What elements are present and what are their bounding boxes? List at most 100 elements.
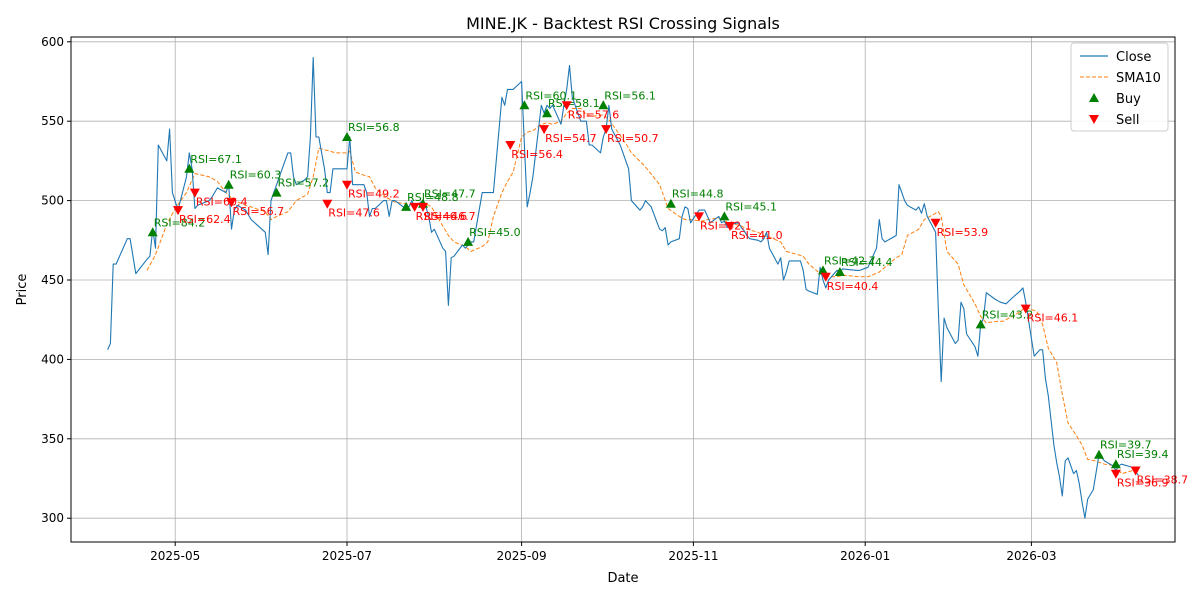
sell-label: RSI=50.7: [607, 132, 659, 145]
buy-label: RSI=47.7: [424, 188, 476, 201]
buy-marker: [401, 201, 412, 211]
x-tick-label: 2025-09: [497, 549, 547, 563]
sell-marker: [418, 202, 428, 212]
x-tick-label: 2026-01: [840, 549, 890, 563]
legend: Close SMA10 Buy Sell: [1070, 42, 1169, 132]
sell-label: RSI=46.7: [424, 210, 476, 223]
buy-marker: [342, 132, 352, 141]
sell-label: RSI=53.9: [937, 226, 989, 239]
sell-label: RSI=62.4: [179, 213, 231, 226]
sell-label: RSI=56.7: [233, 205, 285, 218]
buy-marker: [147, 227, 158, 237]
sell-label: RSI=46.1: [1027, 312, 1079, 325]
sell-label: RSI=57.6: [568, 108, 620, 121]
x-tick-label: 2025-05: [150, 549, 200, 563]
buy-label: RSI=67.1: [190, 153, 242, 166]
sell-marker: [189, 188, 200, 198]
buy-marker: [184, 163, 195, 173]
sell-label: RSI=38.7: [1137, 474, 1189, 487]
sell-marker: [694, 212, 704, 222]
x-tick-label: 2025-11: [668, 549, 718, 563]
sma10-line: [146, 108, 1139, 475]
buy-label: RSI=48.8: [407, 191, 459, 204]
buy-label: RSI=60.3: [230, 169, 282, 182]
sell-marker: [930, 218, 941, 228]
x-tick-label: 2026-03: [1006, 549, 1056, 563]
y-tick-label: 350: [41, 432, 64, 446]
y-tick-label: 400: [41, 352, 64, 366]
grid: [71, 37, 1175, 542]
x-tick-label: 2025-07: [322, 549, 372, 563]
sell-label: RSI=40.4: [827, 280, 879, 293]
sell-label: RSI=36.9: [1117, 477, 1169, 490]
sell-label: RSI=54.7: [545, 132, 597, 145]
buy-label: RSI=84.2: [154, 216, 206, 229]
buy-label: RSI=42.7: [824, 254, 876, 267]
buy-marker: [271, 187, 282, 197]
buy-label: RSI=60.1: [525, 89, 577, 102]
buy-label: RSI=45.0: [469, 226, 521, 239]
buy-marker: [975, 319, 986, 329]
legend-box: [1070, 42, 1169, 132]
y-tick-label: 600: [41, 35, 64, 49]
sell-marker: [601, 125, 612, 135]
y-tick-label: 450: [41, 273, 64, 287]
x-axis-title: Date: [607, 571, 638, 586]
buy-label: RSI=44.8: [672, 188, 724, 201]
sell-label: RSI=46.6: [416, 210, 468, 223]
buy-marker: [519, 100, 530, 110]
sell-label: RSI=47.6: [328, 207, 380, 220]
buy-label: RSI=56.8: [348, 121, 400, 134]
buy-marker: [719, 211, 730, 221]
buy-marker: [665, 198, 676, 208]
buy-label: RSI=44.4: [841, 256, 893, 269]
sell-marker: [173, 206, 183, 216]
buy-label: RSI=43.2: [982, 308, 1034, 321]
y-tick-label: 550: [41, 114, 64, 128]
sell-marker: [561, 101, 572, 111]
sell-marker: [409, 202, 420, 212]
legend-sma-label: SMA10: [1116, 71, 1161, 86]
buy-label: RSI=57.2: [278, 177, 330, 190]
chart-title: MINE.JK - Backtest RSI Crossing Signals: [466, 14, 780, 33]
plot-frame: [70, 36, 1176, 543]
sell-marker: [725, 222, 735, 231]
buy-marker: [1094, 449, 1104, 459]
legend-sell-marker: [1089, 115, 1099, 124]
sell-marker: [1020, 304, 1031, 314]
sell-label: RSI=49.2: [348, 188, 400, 201]
buy-marker: [834, 267, 845, 276]
legend-buy-marker: [1089, 93, 1099, 102]
sell-marker: [820, 272, 831, 282]
sell-marker: [539, 125, 550, 135]
legend-close-label: Close: [1116, 50, 1151, 65]
buy-label: RSI=58.1: [548, 97, 600, 110]
buy-marker: [598, 100, 609, 110]
buy-marker: [223, 179, 234, 189]
buy-label: RSI=45.1: [725, 200, 777, 213]
sell-marker: [1130, 466, 1141, 476]
buy-label: RSI=39.4: [1117, 448, 1169, 461]
sell-label: RSI=41.0: [731, 229, 783, 242]
sell-label: RSI=56.4: [511, 148, 563, 161]
sell-marker: [1110, 469, 1121, 479]
axis-ticks: 2025-05 2025-07 2025-09 2025-11 2026-01 2026-…: [41, 35, 1056, 563]
buy-label: RSI=39.7: [1100, 439, 1152, 452]
sell-marker: [322, 199, 333, 209]
sell-marker: [505, 141, 516, 150]
y-tick-label: 300: [41, 511, 64, 525]
buy-marker: [1110, 459, 1121, 469]
buy-marker: [818, 265, 828, 275]
close-line: [107, 57, 1139, 519]
sma-layer: [146, 108, 1139, 475]
close-layer: [107, 57, 1139, 519]
sell-marker: [226, 198, 237, 208]
sell-marker: [342, 180, 352, 190]
legend-buy-label: Buy: [1116, 92, 1141, 107]
sell-label: RSI=42.1: [700, 219, 752, 232]
buy-marker: [542, 108, 552, 118]
y-axis-title: Price: [15, 274, 30, 306]
legend-sell-label: Sell: [1116, 113, 1139, 128]
